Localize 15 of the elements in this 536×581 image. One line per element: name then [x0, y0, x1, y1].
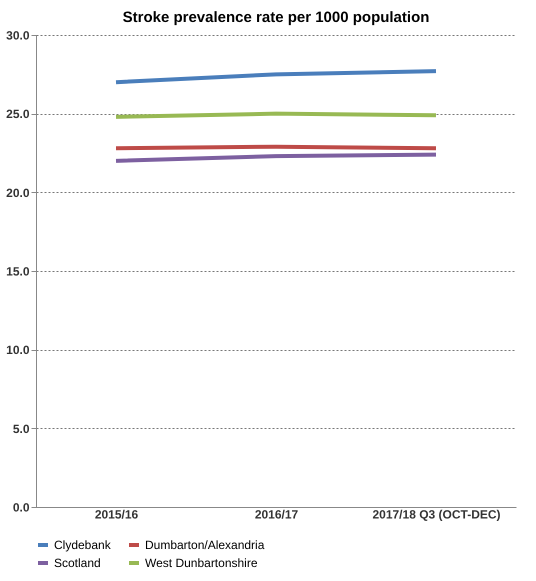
x-tick-label: 2017/18 Q3 (OCT-DEC) [372, 508, 501, 522]
x-tick-label: 2016/17 [254, 508, 299, 522]
chart-title: Stroke prevalence rate per 1000 population [122, 9, 430, 26]
y-tick-label: 5.0 [12, 422, 30, 436]
legend-label: West Dunbartonshire [145, 556, 258, 570]
y-tick-label: 30.0 [6, 28, 30, 42]
y-tick-label: 10.0 [6, 343, 30, 358]
legend-label: Clydebank [54, 538, 112, 552]
legend-label: Scotland [54, 556, 101, 570]
x-tick-label: 2015/16 [94, 508, 139, 522]
y-tick-label: 15.0 [6, 264, 30, 278]
y-tick-label: 0.0 [12, 500, 30, 514]
y-tick-label: 25.0 [6, 107, 30, 122]
y-tick-label: 20.0 [6, 186, 30, 200]
legend-label: Dumbarton/Alexandria [145, 538, 265, 552]
